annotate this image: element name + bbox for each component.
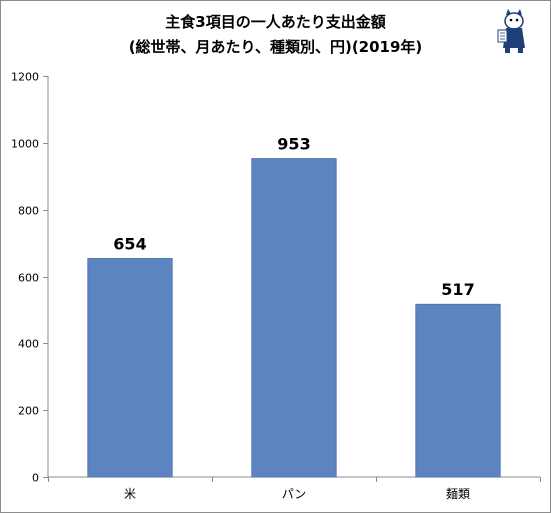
y-tick-label: 200 xyxy=(18,405,39,418)
data-label: 517 xyxy=(441,280,474,299)
y-tick-label: 600 xyxy=(18,272,39,285)
chart-title-line-2: (総世帯、月あたり、種類別、円)(2019年) xyxy=(128,38,423,56)
mascot-logo xyxy=(497,9,525,53)
y-tick-label: 0 xyxy=(32,472,39,485)
data-label: 953 xyxy=(277,135,310,154)
x-category-label: 米 xyxy=(124,487,136,501)
x-category-label: 麺類 xyxy=(446,487,470,501)
y-tick-label: 1000 xyxy=(11,138,39,151)
data-label: 654 xyxy=(113,234,146,253)
y-tick-label: 800 xyxy=(18,205,39,218)
x-category-label: パン xyxy=(282,487,307,501)
y-tick-label: 400 xyxy=(18,338,39,351)
y-tick-label: 1200 xyxy=(11,71,39,84)
bar-1 xyxy=(87,258,173,478)
chart-title-line-1: 主食3項目の一人あたり支出金額 xyxy=(165,13,386,31)
bar-3 xyxy=(415,303,501,478)
bar-2 xyxy=(251,158,337,478)
